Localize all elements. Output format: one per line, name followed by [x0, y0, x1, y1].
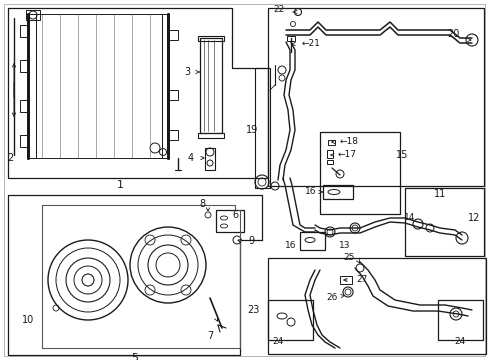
- Text: 22: 22: [273, 5, 285, 14]
- Bar: [437, 300, 482, 340]
- Text: ←21: ←21: [302, 40, 320, 49]
- Text: 8: 8: [200, 199, 205, 209]
- Text: 16: 16: [304, 188, 315, 197]
- Text: 10: 10: [22, 315, 34, 325]
- Text: 7: 7: [206, 331, 213, 341]
- Text: 12: 12: [467, 213, 479, 223]
- Text: ←17: ←17: [337, 150, 356, 159]
- Text: 2: 2: [7, 153, 13, 163]
- Bar: [299, 232, 325, 250]
- Text: 5: 5: [131, 353, 138, 360]
- Text: 24: 24: [272, 338, 283, 346]
- Bar: [286, 36, 294, 41]
- Bar: [198, 36, 224, 41]
- Text: 19: 19: [245, 125, 258, 135]
- Bar: [200, 38, 222, 133]
- Text: 16: 16: [284, 242, 295, 251]
- Text: ←18: ←18: [339, 138, 358, 147]
- Text: 1: 1: [116, 180, 123, 190]
- Bar: [168, 90, 178, 100]
- Bar: [326, 160, 332, 164]
- Bar: [326, 150, 332, 158]
- Bar: [339, 276, 351, 284]
- Text: 14: 14: [403, 213, 414, 222]
- Text: 11: 11: [433, 189, 445, 199]
- Text: 24: 24: [453, 338, 465, 346]
- Text: 26: 26: [326, 293, 337, 302]
- Text: 25: 25: [343, 252, 354, 261]
- Bar: [198, 133, 224, 138]
- Bar: [168, 130, 178, 140]
- Bar: [319, 132, 399, 214]
- Text: 4: 4: [187, 153, 194, 163]
- Bar: [204, 148, 215, 170]
- Bar: [254, 68, 269, 188]
- Bar: [26, 10, 40, 20]
- Text: 20: 20: [447, 29, 459, 39]
- Bar: [20, 25, 28, 37]
- Bar: [168, 30, 178, 40]
- Text: 27: 27: [355, 275, 366, 284]
- Bar: [20, 100, 28, 112]
- Bar: [216, 210, 244, 232]
- Text: 3: 3: [183, 67, 190, 77]
- Bar: [267, 258, 485, 354]
- Bar: [267, 300, 312, 340]
- Text: 23: 23: [247, 305, 260, 315]
- Bar: [323, 185, 352, 199]
- Text: 9: 9: [247, 236, 254, 246]
- Text: 13: 13: [339, 242, 350, 251]
- Bar: [327, 140, 334, 145]
- Text: 15: 15: [395, 150, 407, 160]
- Bar: [20, 135, 28, 147]
- Text: 6: 6: [231, 210, 238, 220]
- Bar: [267, 8, 483, 186]
- Bar: [404, 188, 483, 256]
- Bar: [20, 60, 28, 72]
